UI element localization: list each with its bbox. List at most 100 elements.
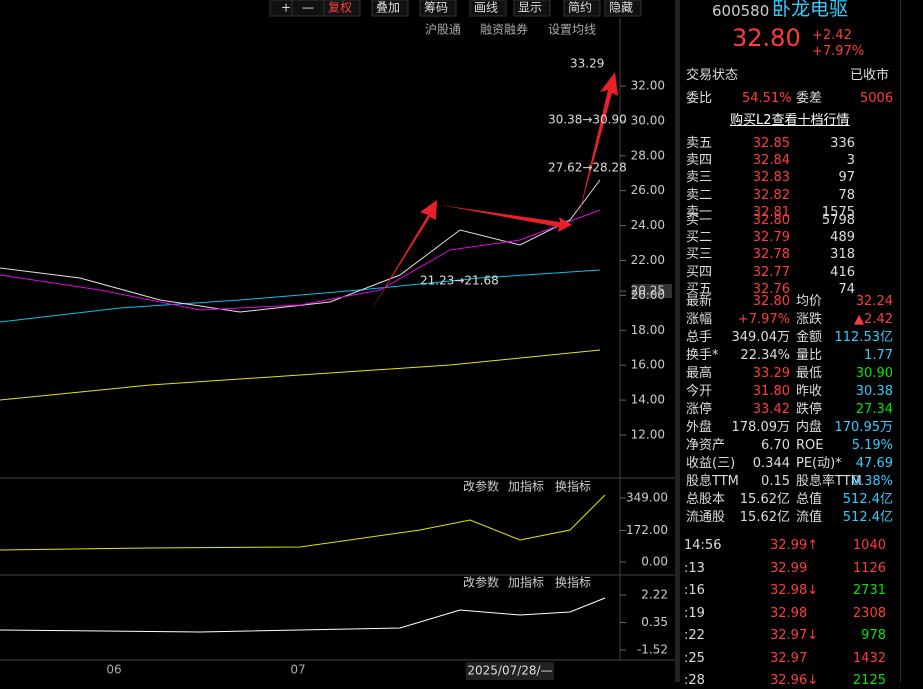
tick-time: 14:56 xyxy=(684,538,722,553)
panel-button[interactable]: 改参数 xyxy=(463,479,499,494)
panel-button[interactable]: 换指标 xyxy=(555,479,591,494)
toolbar-label[interactable]: 隐藏 xyxy=(609,1,633,15)
arrow xyxy=(578,72,618,218)
tick-time: :25 xyxy=(684,650,705,666)
change: +2.42 xyxy=(812,28,852,43)
stat-value: 0.38% xyxy=(851,474,893,489)
toolbar-button[interactable] xyxy=(371,0,409,17)
stat-value: +7.97% xyxy=(737,312,790,327)
book-price: 32.79 xyxy=(752,230,790,246)
stock-code: 600580 xyxy=(712,2,770,20)
stat-value: 0.344 xyxy=(752,456,790,471)
tick-vol: 2125 xyxy=(852,673,886,688)
indicator-tick-label: -1.52 xyxy=(637,643,668,657)
x-tick-label: 06 xyxy=(106,663,121,677)
ratio: 54.51% xyxy=(742,91,792,106)
panel-button[interactable]: 改参数 xyxy=(463,575,499,590)
price-tick-label: 12.00 xyxy=(631,428,665,442)
tick-vol: 2308 xyxy=(852,605,886,621)
book-price: 32.81 xyxy=(752,204,790,220)
arrow xyxy=(440,205,572,232)
price-tick-label: 24.00 xyxy=(631,218,665,232)
stat-value: 31.80 xyxy=(752,384,790,399)
tick-price: 32.99 xyxy=(770,560,808,576)
change-pct: +7.97% xyxy=(812,44,865,59)
book-label: 买一 xyxy=(686,213,713,228)
book-price: 32.84 xyxy=(752,153,790,169)
stat-value: 6.70 xyxy=(761,438,790,453)
toolbar-button[interactable] xyxy=(419,0,457,17)
tick-time: :22 xyxy=(684,628,705,643)
tick-price: 32.99↑ xyxy=(770,538,819,553)
stock-name: 卧龙电驱 xyxy=(772,0,849,20)
toolbar-button[interactable] xyxy=(604,0,642,17)
chart-tab[interactable]: 沪股通 xyxy=(425,23,461,37)
ma-line xyxy=(0,269,601,323)
book-label: 卖五 xyxy=(686,136,713,151)
book-price: 32.85 xyxy=(752,136,790,151)
indicator-tick-label: 0.35 xyxy=(641,615,668,629)
stat-label: 最新 xyxy=(686,294,713,309)
toolbar-label[interactable]: 筹码 xyxy=(424,1,448,15)
chart-bg xyxy=(0,0,675,682)
book-vol: 74 xyxy=(838,281,855,297)
book-price: 32.83 xyxy=(752,170,790,186)
book-vol: 416 xyxy=(830,264,855,280)
book-price: 32.80 xyxy=(752,213,790,228)
tick-price: 32.97 xyxy=(770,650,808,666)
price-tick-label: 30.00 xyxy=(631,113,665,127)
panel-button[interactable]: 加指标 xyxy=(508,479,544,494)
stat-label: 收益(三) xyxy=(686,456,736,471)
toolbar-label[interactable]: 叠加 xyxy=(376,1,400,15)
toolbar-label[interactable]: 简约 xyxy=(568,0,592,15)
l2-link[interactable]: 购买L2查看十档行情 xyxy=(730,113,850,128)
price-tick-label: 32.00 xyxy=(631,79,665,93)
toolbar-button[interactable] xyxy=(513,0,551,17)
toolbar-button[interactable] xyxy=(469,0,507,17)
stat-value: 512.4亿 xyxy=(842,510,893,525)
stat-value: 22.34% xyxy=(740,348,790,363)
tick-time: :28 xyxy=(684,673,705,688)
chart-tab[interactable]: 融资融券 xyxy=(480,22,528,37)
toolbar-button[interactable] xyxy=(563,0,601,17)
toolbar-label[interactable]: 复权 xyxy=(328,1,352,15)
stat-label: 流通股 xyxy=(686,510,726,525)
tick-time: :13 xyxy=(684,560,705,576)
stat-label: 总手 xyxy=(686,330,713,345)
toolbar-label[interactable]: + xyxy=(281,1,291,15)
price-annotation: 30.38→30.90 xyxy=(548,113,627,127)
stat-value: 33.42 xyxy=(752,402,790,417)
ma-line xyxy=(0,179,601,313)
stat-value: 27.34 xyxy=(855,402,893,417)
stat-label: 外盘 xyxy=(686,420,713,435)
toolbar-label[interactable]: 画线 xyxy=(474,1,498,15)
stat-label: 最高 xyxy=(686,366,713,381)
book-price: 32.77 xyxy=(752,264,790,280)
ma-line xyxy=(0,349,601,401)
quote-panel: 600580 卧龙电驱 32.80 +2.42 +7.97% 交易状态 已收市 委比 54.51… xyxy=(680,0,901,688)
ma-line xyxy=(0,209,601,311)
panel-button[interactable]: 换指标 xyxy=(555,575,591,590)
stat-label: ROE xyxy=(796,438,824,453)
price-annotation: 33.29 xyxy=(570,57,604,71)
panel-button[interactable]: 加指标 xyxy=(508,575,544,590)
stat-value: 170.95万 xyxy=(834,420,894,435)
stat-label: 流值 xyxy=(796,510,823,525)
book-label: 买五 xyxy=(686,281,713,297)
toolbar-label[interactable]: 显示 xyxy=(518,1,542,15)
stat-value: 33.29 xyxy=(752,366,790,381)
chart-tab[interactable]: 设置均线 xyxy=(548,23,596,37)
diff-label: 委差 xyxy=(796,91,823,106)
book-vol: 3 xyxy=(846,153,855,169)
arrow xyxy=(370,200,437,312)
stat-label: 换手* xyxy=(686,348,719,363)
tick-price: 32.98 xyxy=(770,605,808,621)
toolbar-label[interactable]: — xyxy=(302,1,314,15)
status-label: 交易状态 xyxy=(686,68,739,83)
price-tick-label: 16.00 xyxy=(631,358,665,372)
tick-price: 32.98↓ xyxy=(770,583,819,598)
toolbar-button[interactable] xyxy=(323,0,361,17)
tick-time: :19 xyxy=(684,605,705,621)
book-vol: 489 xyxy=(830,230,855,246)
price-tick-label: 28.00 xyxy=(631,148,665,162)
